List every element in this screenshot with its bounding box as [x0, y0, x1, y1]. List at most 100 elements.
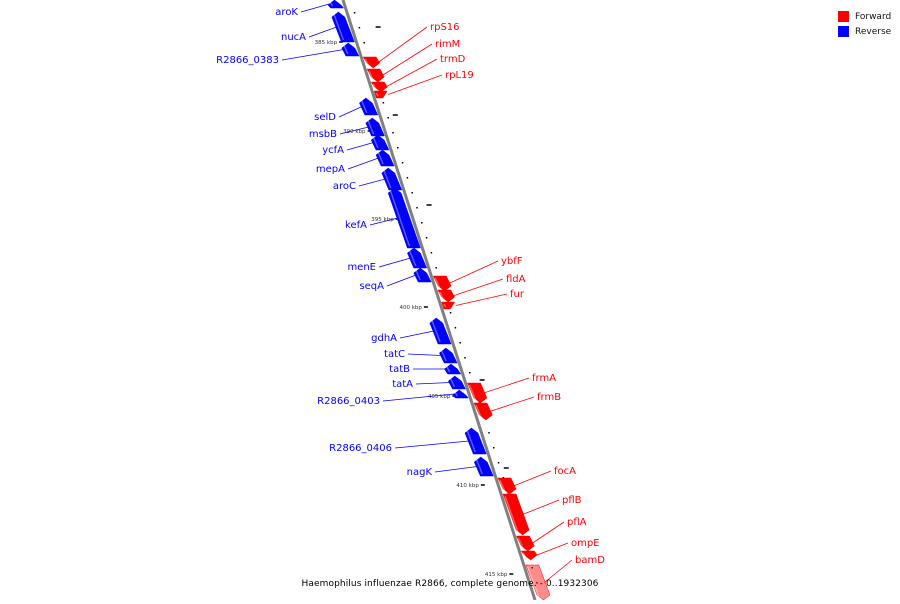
gene-arrow[interactable] [525, 564, 551, 601]
gene-arrow[interactable] [467, 382, 488, 404]
gene-arrow[interactable] [366, 68, 385, 83]
gene-nagK[interactable]: nagK [407, 456, 494, 478]
gene-arrow[interactable] [331, 11, 355, 43]
gene-label[interactable]: msbB [309, 129, 337, 140]
gene-pflB[interactable]: pflB [502, 493, 582, 536]
gene-arrow[interactable] [464, 427, 487, 455]
gene-arrow[interactable] [448, 375, 466, 390]
gene-label[interactable]: kefA [345, 220, 367, 231]
gene-arrow[interactable] [341, 42, 360, 57]
gene-arrow[interactable] [327, 0, 345, 9]
gene-label[interactable]: rpS16 [430, 22, 460, 33]
gene-label[interactable]: tatB [389, 364, 410, 375]
gene-label[interactable]: selD [314, 112, 336, 123]
gene-kefA[interactable]: kefA [345, 187, 421, 249]
gene-arrow[interactable] [516, 535, 535, 552]
gene-tatA[interactable]: tatA [392, 375, 466, 390]
gene-arrow[interactable] [375, 149, 395, 167]
gene-arrow[interactable] [370, 81, 388, 93]
gene-highlight [415, 269, 421, 281]
gene-label[interactable]: seqA [359, 281, 384, 292]
gene-label[interactable]: pflA [567, 517, 587, 528]
gene-label[interactable]: pflB [562, 495, 582, 506]
gene-label[interactable]: nucA [281, 32, 306, 43]
gene-rpL19[interactable]: rpL19 [373, 70, 474, 99]
gene-highlight [475, 458, 484, 475]
gene-label[interactable]: rimM [435, 39, 460, 50]
gene-label[interactable]: aroC [333, 181, 356, 192]
gene-aroK[interactable]: aroK [275, 0, 345, 18]
gene-highlight [439, 291, 445, 301]
gene-arrow[interactable] [473, 402, 493, 421]
gene-arrow[interactable] [439, 347, 458, 364]
gene-label[interactable]: fur [510, 289, 525, 300]
gene-ompE[interactable]: ompE [520, 538, 600, 561]
scale-dot [493, 447, 495, 449]
gene-label[interactable]: R2866_0403 [317, 396, 380, 407]
gene-R2866_0383[interactable]: R2866_0383 [216, 42, 360, 66]
gene-arrow[interactable] [373, 90, 388, 99]
gene-ycfA[interactable]: ycfA [322, 134, 390, 156]
gene-arrow[interactable] [444, 363, 462, 375]
gene-label[interactable]: ybfF [501, 256, 523, 267]
gene-connector [308, 26, 337, 38]
gene-pflA[interactable]: pflA [516, 517, 587, 552]
gene-arrow[interactable] [473, 456, 494, 477]
gene-fur[interactable]: fur [441, 289, 525, 310]
gene-label[interactable]: trmD [440, 54, 466, 65]
gene-label[interactable]: fldA [506, 274, 526, 285]
gene-rpS16[interactable]: rpS16 [362, 22, 460, 69]
gene-arrow[interactable] [413, 267, 432, 283]
gene-label[interactable]: mepA [316, 164, 345, 175]
gene-connector [535, 542, 569, 556]
gene-connector [415, 382, 451, 385]
gene-fldA[interactable]: fldA [437, 274, 526, 303]
gene-trmD[interactable]: trmD [370, 54, 466, 93]
gene-label[interactable]: gdhA [371, 333, 397, 344]
gene-arrow[interactable] [359, 97, 379, 116]
gene-label[interactable]: tatA [392, 379, 413, 390]
gene-label[interactable]: R2866_0406 [329, 443, 392, 454]
gene-label[interactable]: frmA [532, 373, 556, 384]
gene-arrow[interactable] [432, 275, 452, 292]
gene-label[interactable]: focA [554, 466, 576, 477]
gene-msbB[interactable]: msbB [309, 117, 385, 140]
gene-aroC[interactable]: aroC [333, 167, 403, 192]
gene-nucA[interactable]: nucA [281, 11, 355, 43]
gene-selD[interactable]: selD [314, 97, 379, 123]
gene-label[interactable]: rpL19 [445, 70, 474, 81]
gene-arrow[interactable] [520, 550, 538, 561]
gene-label[interactable]: ycfA [322, 145, 344, 156]
gene-arrow[interactable] [437, 289, 455, 303]
gene-label[interactable]: frmB [537, 392, 561, 403]
gene-rimM[interactable]: rimM [366, 39, 460, 83]
gene-arrow[interactable] [497, 477, 517, 495]
gene-mepA[interactable]: mepA [316, 149, 395, 175]
gene-label[interactable]: ompE [571, 538, 600, 549]
gene-focA[interactable]: focA [497, 466, 576, 495]
gene-arrow[interactable] [362, 56, 381, 69]
gene-label[interactable]: menE [347, 262, 376, 273]
gene-highlight [372, 136, 379, 149]
gene-label[interactable]: aroK [275, 7, 298, 18]
gene-ybfF[interactable]: ybfF [432, 256, 523, 292]
gene-frmA[interactable]: frmA [467, 373, 557, 404]
gene-label[interactable]: tatC [384, 349, 405, 360]
gene-arrow[interactable] [441, 301, 456, 310]
gene-highlight [445, 365, 451, 373]
gene-bamD[interactable]: bamD [525, 555, 605, 601]
gene-arrow[interactable] [452, 389, 469, 399]
gene-R2866_0406[interactable]: R2866_0406 [329, 427, 487, 455]
gene-label[interactable]: R2866_0383 [216, 55, 279, 66]
gene-label[interactable]: bamD [575, 555, 605, 566]
gene-seqA[interactable]: seqA [359, 267, 432, 292]
gene-frmB[interactable]: frmB [473, 392, 561, 421]
gene-arrow[interactable] [429, 317, 452, 345]
gene-arrow[interactable] [502, 493, 530, 536]
gene-gdhA[interactable]: gdhA [371, 317, 452, 345]
gene-label[interactable]: nagK [407, 467, 433, 478]
gene-menE[interactable]: menE [347, 247, 428, 273]
gene-tatB[interactable]: tatB [389, 363, 462, 375]
gene-R2866_0403[interactable]: R2866_0403 [317, 389, 469, 407]
gene-tatC[interactable]: tatC [384, 347, 458, 364]
